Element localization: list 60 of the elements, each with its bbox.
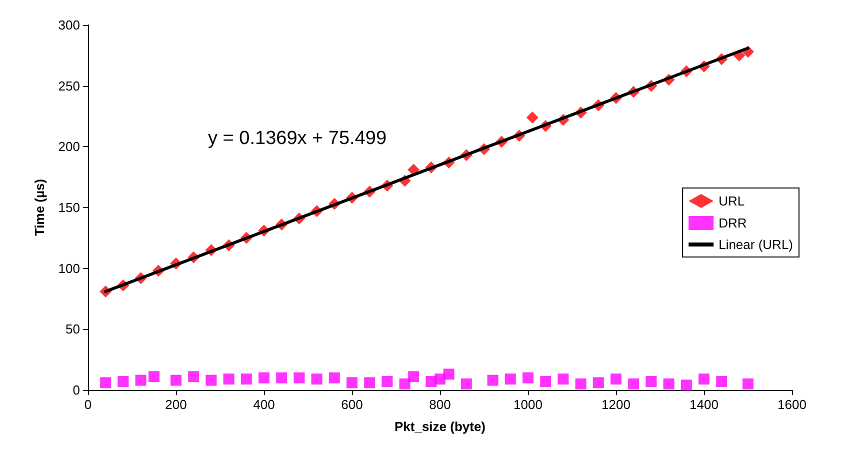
point (526, 111, 538, 124)
point (540, 376, 552, 387)
point (663, 378, 674, 390)
legend-label: URL (718, 194, 745, 208)
point (680, 380, 692, 391)
point (408, 371, 420, 382)
x-tick-label: 600 (341, 397, 363, 412)
x-tick-label: 1200 (602, 397, 630, 412)
point (742, 378, 754, 390)
legend-label: Linear (URL) (718, 237, 794, 252)
x-tick-label: 0 (84, 397, 92, 412)
point (100, 377, 112, 388)
point (364, 377, 376, 388)
point (487, 374, 498, 386)
x-tick-label: 200 (165, 397, 187, 412)
point (276, 372, 288, 384)
point (592, 377, 604, 388)
x-tick-label: 400 (253, 397, 275, 412)
point (188, 371, 200, 382)
point (698, 374, 710, 385)
point (328, 372, 340, 384)
point (382, 376, 393, 387)
point (118, 376, 129, 387)
y-tick-label: 50 (66, 322, 80, 337)
y-tick-label: 300 (58, 18, 80, 32)
x-tick-label: 1000 (514, 397, 542, 412)
point (135, 374, 146, 386)
y-axis-title: Time (µs) (32, 178, 47, 236)
x-tick-label: 800 (429, 397, 451, 412)
point (522, 372, 534, 384)
point (311, 374, 322, 385)
point (504, 374, 516, 385)
point (443, 368, 454, 380)
point (399, 378, 410, 390)
point (170, 374, 182, 386)
point (346, 377, 358, 388)
y-tick-label: 0 (72, 382, 80, 398)
y-tick-label: 150 (58, 200, 80, 215)
y-tick-label: 100 (58, 260, 80, 276)
point (434, 374, 446, 385)
y-tick-label: 200 (58, 139, 80, 154)
point (148, 371, 160, 382)
point (646, 376, 657, 387)
point (223, 374, 234, 385)
point (610, 374, 622, 385)
point (575, 378, 586, 390)
x-tick-label: 1400 (690, 397, 718, 412)
x-axis-title: Pkt_size (byte) (394, 419, 486, 434)
point (628, 378, 640, 390)
point (294, 372, 305, 384)
x-tick-label: 1600 (778, 397, 806, 412)
point (258, 372, 270, 384)
y-tick-label: 250 (58, 78, 80, 94)
point (460, 378, 472, 390)
point (716, 376, 728, 387)
annotation: y = 0.1369x + 75.499 (208, 128, 387, 149)
point (558, 374, 569, 385)
legend-label: DRR (718, 216, 747, 230)
point (240, 374, 252, 385)
point (206, 374, 217, 386)
